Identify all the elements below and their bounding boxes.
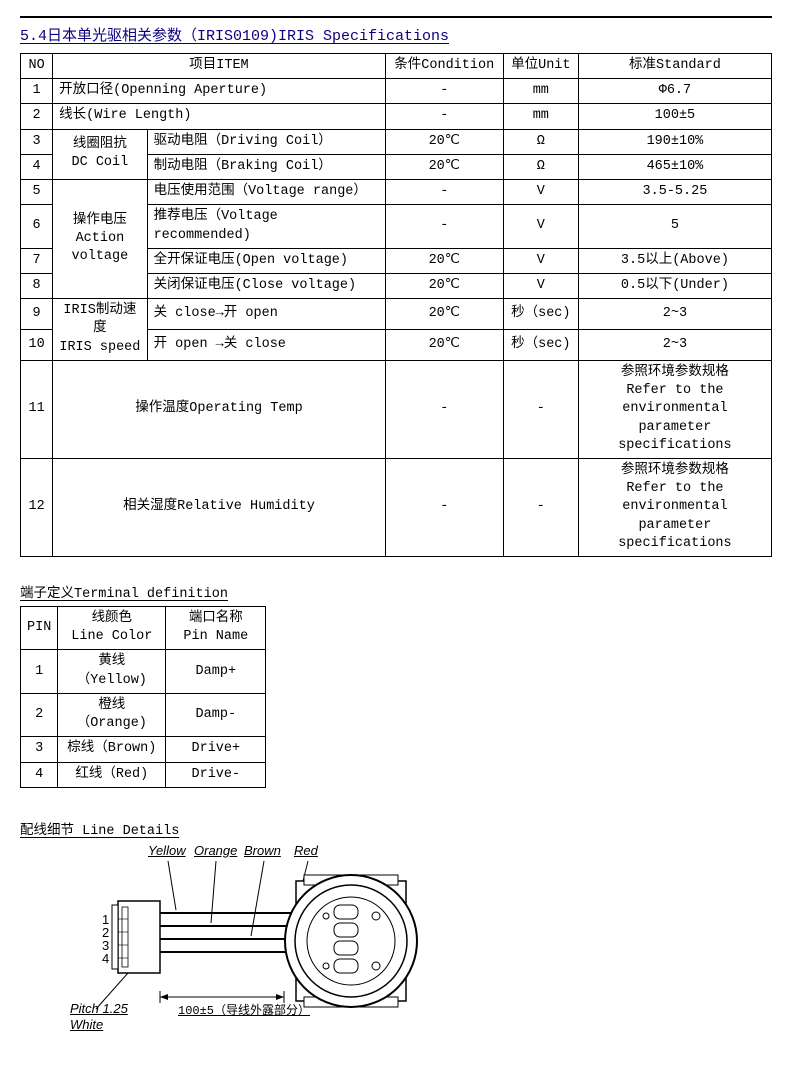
h-std: 标准Standard <box>578 54 771 79</box>
action-voltage-label: 操作电压 Action voltage <box>53 180 147 299</box>
h-unit: 单位Unit <box>503 54 578 79</box>
diagram-svg <box>76 861 476 1041</box>
wire-label-orange: Orange <box>194 843 237 858</box>
term-row: 4红线（Red)Drive- <box>21 762 266 787</box>
spec-row: 12 相关湿度Relative Humidity - - 参照环境参数规格 Re… <box>21 458 772 556</box>
wire-label-brown: Brown <box>244 843 281 858</box>
line-details-diagram: Yellow Orange Brown Red 1 2 3 4 Pitch 1.… <box>76 843 476 1043</box>
spec-row: 3 线圈阻抗 DC Coil 驱动电阻（Driving Coil） 20℃ Ω … <box>21 129 772 154</box>
h-cond: 条件Condition <box>385 54 503 79</box>
terminal-table: PIN 线颜色 Line Color 端口名称 Pin Name 1黄线（Yel… <box>20 606 266 788</box>
dc-coil-label: 线圈阻抗 DC Coil <box>53 129 147 179</box>
h-item: 项目ITEM <box>53 54 386 79</box>
spec-row: 1 开放口径(Openning Aperture) - mm Φ6.7 <box>21 79 772 104</box>
h-no: NO <box>21 54 53 79</box>
spec-header-row: NO 项目ITEM 条件Condition 单位Unit 标准Standard <box>21 54 772 79</box>
term-header-row: PIN 线颜色 Line Color 端口名称 Pin Name <box>21 607 266 650</box>
top-rule <box>20 16 772 18</box>
term-row: 1黄线（Yellow)Damp+ <box>21 650 266 693</box>
iris-speed-label: IRIS制动速度 IRIS speed <box>53 299 147 361</box>
wire-label-red: Red <box>294 843 318 858</box>
terminal-title: 端子定义Terminal definition <box>20 581 772 602</box>
spec-row: 11 操作温度Operating Temp - - 参照环境参数规格 Refer… <box>21 360 772 458</box>
spec-row: 2 线长(Wire Length) - mm 100±5 <box>21 104 772 129</box>
wire-label-yellow: Yellow <box>148 843 186 858</box>
term-row: 2橙线（Orange)Damp- <box>21 693 266 736</box>
term-row: 3棕线（Brown)Drive+ <box>21 737 266 762</box>
line-details-title: 配线细节 Line Details <box>20 818 772 839</box>
spec-row: 9 IRIS制动速度 IRIS speed 关 close→开 open 20℃… <box>21 299 772 330</box>
spec-table: NO 项目ITEM 条件Condition 单位Unit 标准Standard … <box>20 53 772 557</box>
section-title: 5.4日本单光驱相关参数（IRIS0109)IRIS Specification… <box>20 24 772 45</box>
spec-row: 5 操作电压 Action voltage 电压使用范围（Voltage ran… <box>21 180 772 205</box>
